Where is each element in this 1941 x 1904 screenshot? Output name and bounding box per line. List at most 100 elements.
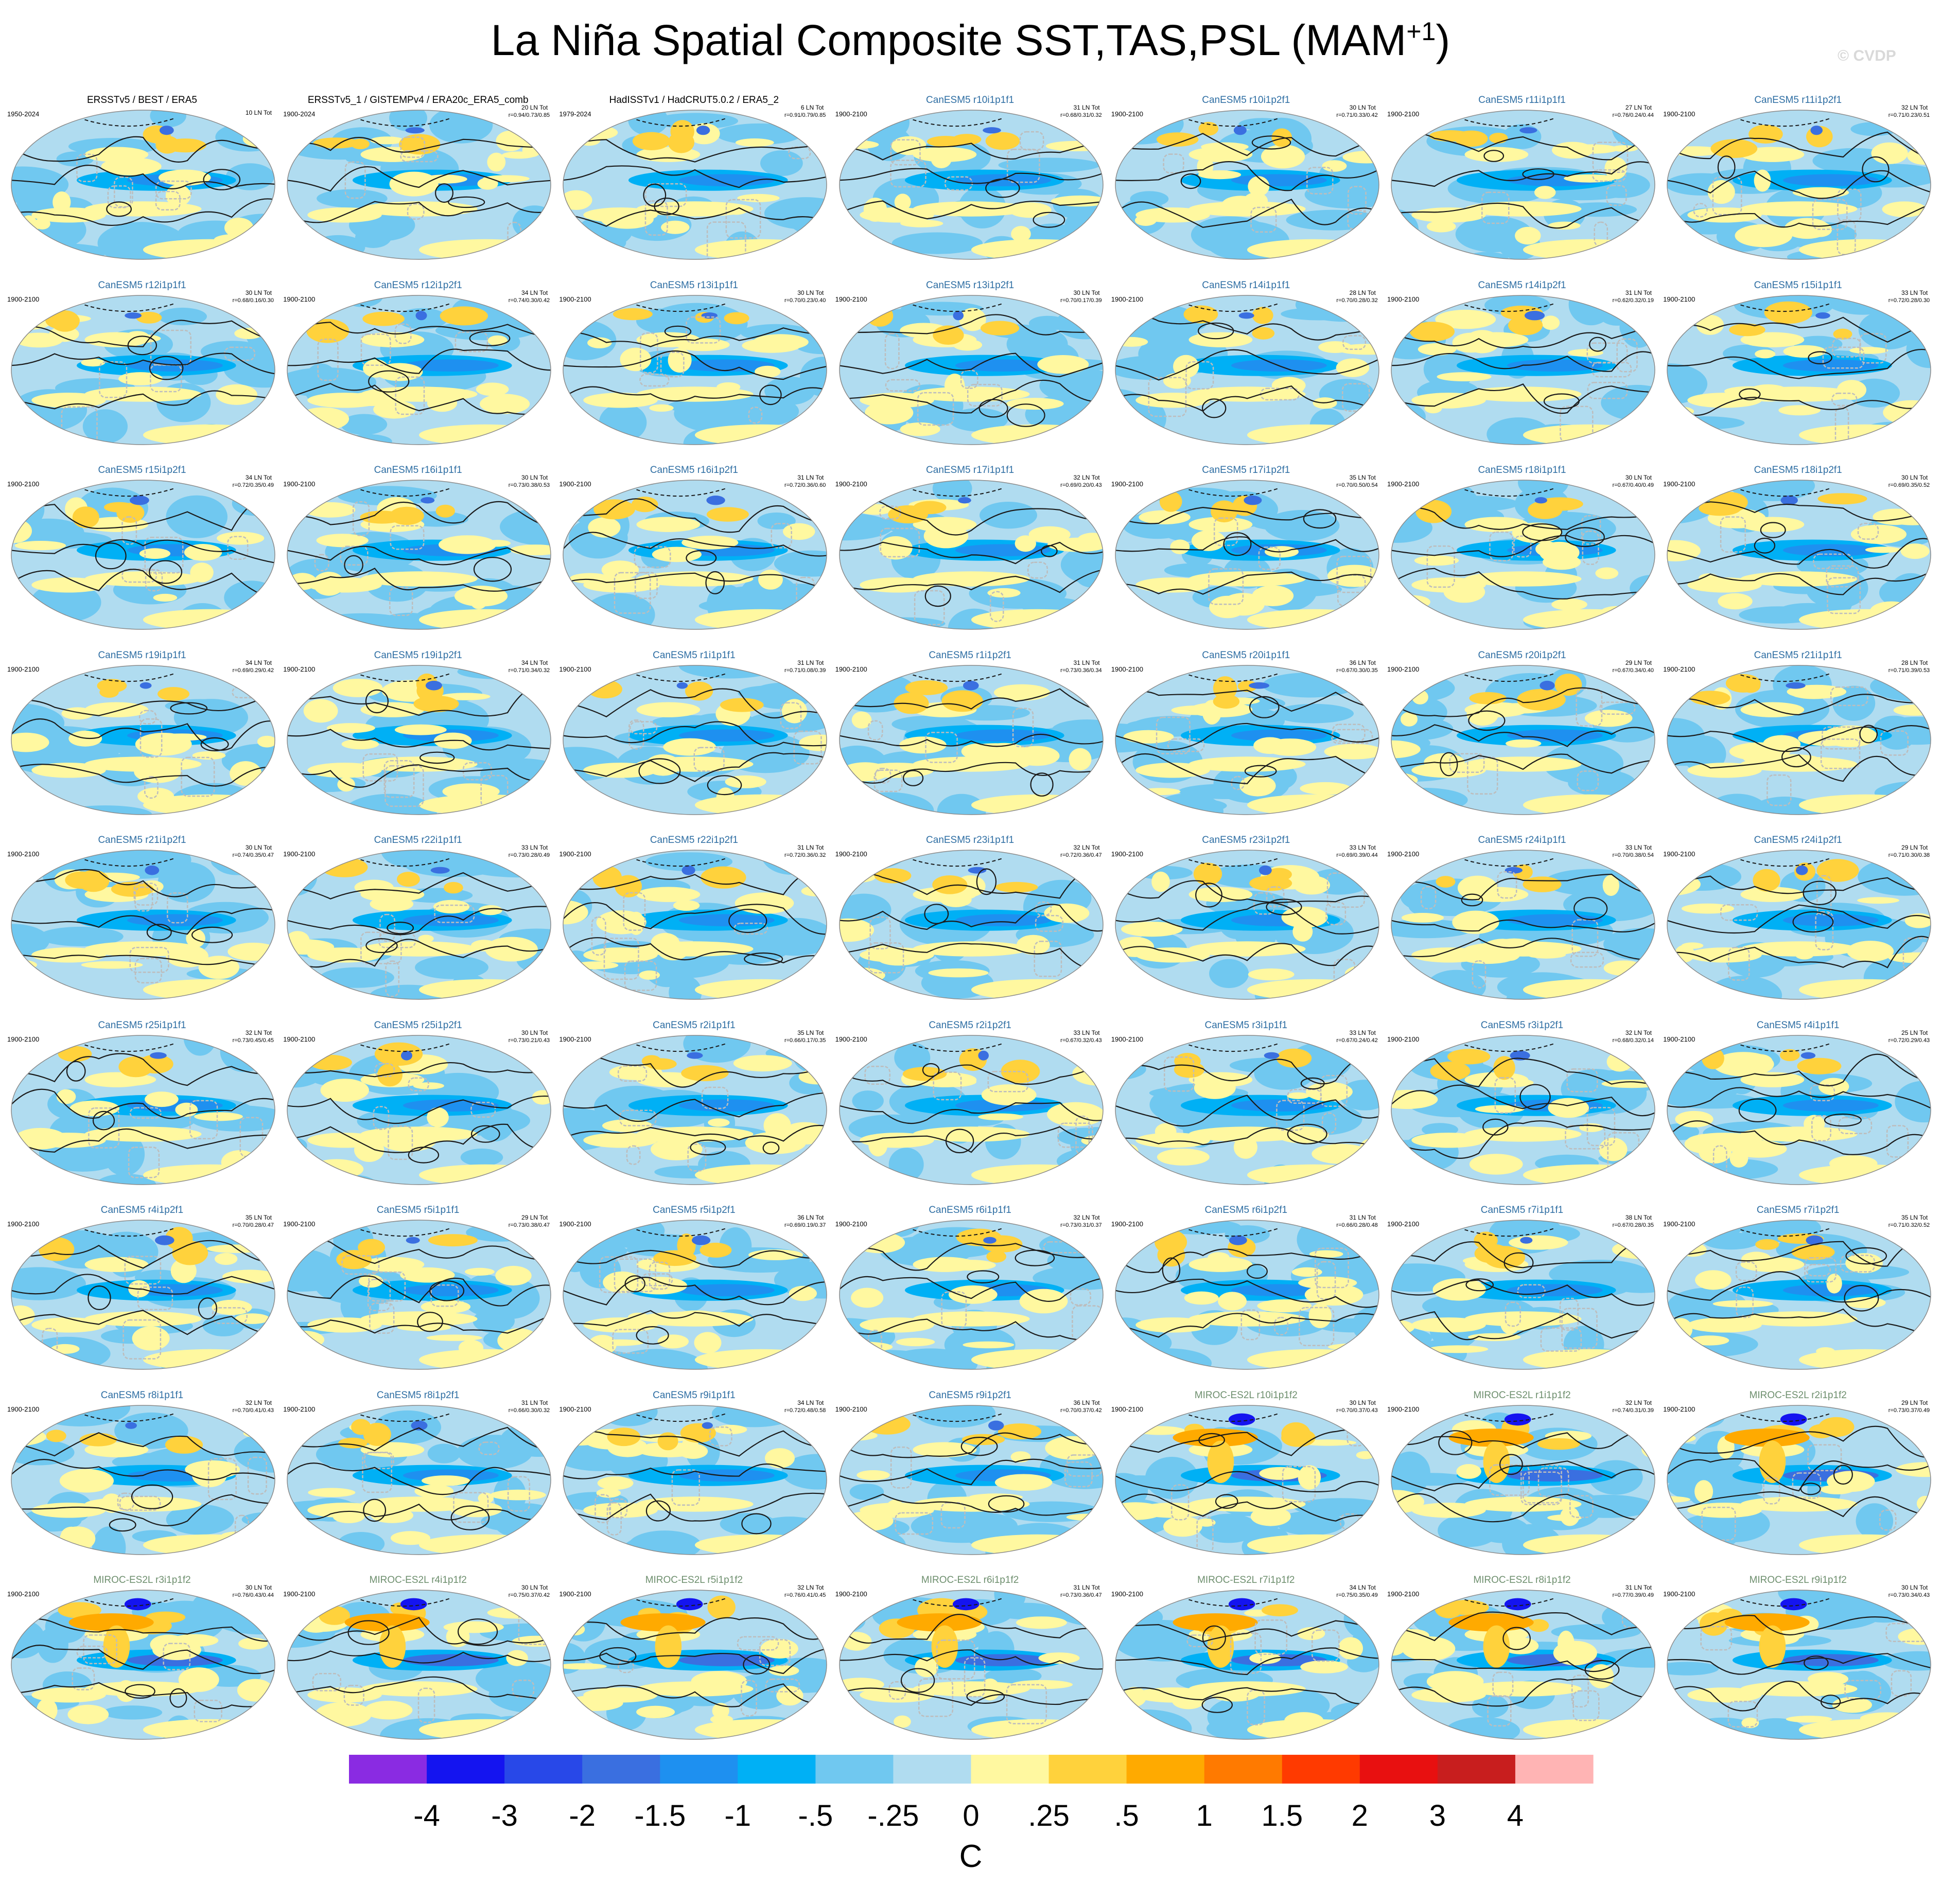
- anomaly-blob: [1679, 1243, 1707, 1257]
- anomaly-blob: [628, 1312, 650, 1322]
- land-outline: [1571, 919, 1599, 957]
- anomaly-blob: [636, 702, 701, 717]
- anomaly-blob: [1391, 919, 1474, 939]
- map-field: [839, 480, 1103, 629]
- map-plot: [838, 480, 1104, 630]
- anomaly-blob: [963, 680, 979, 690]
- map-border: [563, 1220, 828, 1370]
- page-title: La Niña Spatial Composite SST,TAS,PSL (M…: [0, 14, 1941, 66]
- psl-contour: [563, 165, 827, 188]
- psl-contour: [1667, 1120, 1931, 1155]
- land-outline: [623, 892, 646, 931]
- anomaly-blob: [360, 1311, 478, 1327]
- anomaly-blob: [84, 201, 202, 217]
- anomaly-blob: [95, 1173, 156, 1185]
- anomaly-blob: [696, 126, 710, 135]
- psl-contour: [11, 165, 275, 189]
- psl-contour-closed: [1792, 911, 1834, 933]
- land-outline: [1571, 1674, 1589, 1708]
- land-outline: [748, 406, 763, 424]
- anomaly-blob: [1343, 1590, 1379, 1616]
- anomaly-blob: [1173, 1613, 1258, 1632]
- panel-pattern-correlation: r=0.71/0.08/0.39: [784, 667, 826, 674]
- anomaly-blob: [985, 132, 1020, 150]
- panel-period: 1900-2100: [1663, 295, 1695, 303]
- map-panel: CanESM5 r6i1p1f1 1900-2100 32 LN Tot r=0.73…: [832, 1187, 1108, 1371]
- panel-period: 1900-2100: [559, 480, 591, 488]
- anomaly-blob: [1588, 1664, 1614, 1688]
- psl-contour-closed: [1859, 724, 1878, 743]
- anomaly-blob: [785, 789, 827, 806]
- map-plot: [1115, 1034, 1379, 1185]
- anomaly-blob: [913, 571, 1030, 587]
- anomaly-blob: [765, 1448, 795, 1468]
- anomaly-blob: [1408, 894, 1452, 917]
- land-outline: [1712, 177, 1742, 216]
- anomaly-blob: [1499, 946, 1520, 961]
- panel-pattern-correlation: r=0.70/0.37/0.42: [1060, 1407, 1102, 1414]
- psl-contour: [11, 498, 275, 531]
- land-outline: [635, 572, 658, 599]
- panel-period: 1900-2100: [1111, 665, 1143, 673]
- psl-contour-negative: [1464, 1043, 1555, 1052]
- land-outline: [150, 363, 182, 392]
- anomaly-blob: [657, 1136, 685, 1144]
- anomaly-blob: [583, 947, 658, 963]
- title-close: ): [1436, 16, 1450, 64]
- anomaly-blob: [1115, 1718, 1134, 1733]
- anomaly-blob: [1115, 600, 1130, 611]
- anomaly-blob: [1850, 524, 1907, 544]
- map-panel: CanESM5 r12i1p2f1 1900-2100 34 LN Tot r=0.7…: [280, 262, 556, 447]
- anomaly-blob: [1844, 1670, 1883, 1703]
- psl-contour-closed: [1522, 523, 1563, 541]
- psl-contour-closed: [149, 356, 184, 380]
- anomaly-blob: [1882, 201, 1927, 217]
- psl-contour: [1115, 1620, 1379, 1643]
- land-outline: [1885, 1623, 1929, 1642]
- psl-contour-closed: [1565, 527, 1605, 548]
- panel-event-count: 28 LN Tot: [1901, 659, 1928, 666]
- anomaly-blob: [851, 711, 871, 729]
- anomaly-blob: [681, 536, 739, 550]
- panel-pattern-correlation: r=0.66/0.17/0.35: [784, 1037, 826, 1044]
- land-outline: [702, 1086, 729, 1109]
- anomaly-blob: [789, 1285, 817, 1301]
- land-outline: [1027, 561, 1048, 579]
- land-outline: [867, 720, 883, 741]
- colorbar-tick-label: -2: [569, 1799, 596, 1832]
- map-panel: MIROC-ES2L r1i1p1f2 1900-2100 32 LN Tot r=0…: [1384, 1372, 1660, 1557]
- panel-period: 1900-2100: [1663, 480, 1695, 488]
- land-outline: [609, 1498, 628, 1518]
- colorbar-swatch: [1437, 1755, 1516, 1784]
- anomaly-blob: [1469, 1153, 1523, 1175]
- psl-contour: [563, 1092, 827, 1122]
- psl-contour-closed: [707, 774, 742, 795]
- land-outline: [400, 150, 439, 163]
- anomaly-blob: [61, 707, 94, 719]
- anomaly-blob: [389, 506, 424, 525]
- map-plot: [1667, 1404, 1931, 1555]
- map-panel: CanESM5 r4i1p2f1 1900-2100 35 LN Tot r=0.70…: [4, 1187, 280, 1371]
- anomaly-blob: [733, 1054, 793, 1071]
- panel-grid: ERSSTv5 / BEST / ERA5 1950-2024 10 LN Tot E…: [0, 77, 1941, 1744]
- anomaly-blob: [1687, 762, 1762, 778]
- anomaly-blob: [1253, 737, 1286, 754]
- map-border: [838, 1590, 1104, 1740]
- panel-pattern-correlation: r=0.73/0.37/0.49: [1888, 1407, 1930, 1414]
- land-outline: [1034, 941, 1062, 977]
- anomaly-blob: [1456, 1464, 1481, 1479]
- anomaly-blob: [143, 1719, 275, 1739]
- land-outline: [1163, 1056, 1195, 1091]
- anomaly-blob: [695, 1534, 827, 1555]
- anomaly-blob: [1783, 345, 1826, 358]
- anomaly-blob: [31, 1687, 106, 1703]
- psl-contour-closed: [902, 769, 923, 786]
- anomaly-blob: [1135, 762, 1210, 778]
- anomaly-blob: [563, 681, 584, 703]
- psl-contour: [563, 1310, 827, 1327]
- panel-title: CanESM5 r25i1p2f1: [374, 1019, 462, 1031]
- anomaly-blob: [1523, 424, 1655, 445]
- land-outline: [1426, 545, 1455, 588]
- anomaly-blob: [1455, 130, 1488, 147]
- psl-contour-negative: [1740, 117, 1831, 127]
